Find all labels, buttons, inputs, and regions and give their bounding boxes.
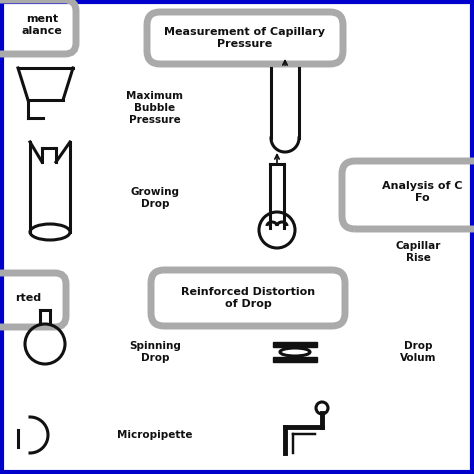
Bar [273, 342, 317, 347]
Text: Reinforced Distortion
of Drop: Reinforced Distortion of Drop [181, 287, 315, 309]
Text: Maximum
Bubble
Pressure: Maximum Bubble Pressure [127, 91, 183, 125]
Text: Spinning
Drop: Spinning Drop [129, 341, 181, 363]
Text: Growing
Drop: Growing Drop [130, 187, 180, 209]
Text: Drop
Volum: Drop Volum [400, 341, 436, 363]
Text: Capillar
Rise: Capillar Rise [395, 241, 441, 263]
Text: rted: rted [15, 293, 41, 303]
Text: Micropipette: Micropipette [117, 430, 193, 440]
Bar [273, 357, 317, 362]
Text: Analysis of C
Fo: Analysis of C Fo [382, 181, 462, 203]
Text: Measurement of Capillary
Pressure: Measurement of Capillary Pressure [164, 27, 326, 49]
Text: ment
alance: ment alance [22, 14, 63, 36]
